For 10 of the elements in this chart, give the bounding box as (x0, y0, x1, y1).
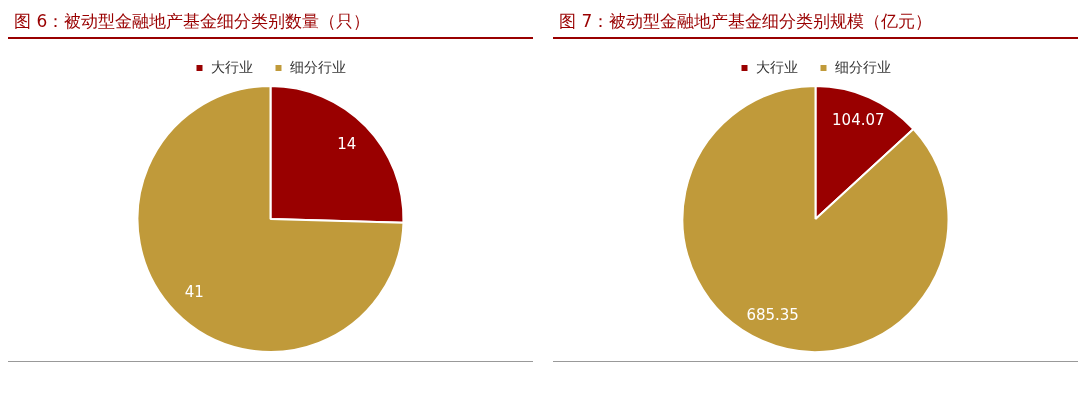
data-label: 104.07 (832, 111, 885, 130)
data-label: 14 (337, 134, 357, 153)
legend-label: 细分行业 (834, 58, 891, 75)
legend-label: 大行业 (755, 58, 798, 75)
chart-title: 图 7：被动型金融地产基金细分类别规模（亿元） (553, 8, 1078, 39)
legend-label: 细分行业 (289, 58, 346, 75)
legend-label: 大行业 (210, 58, 253, 75)
data-label: 41 (184, 283, 204, 302)
chart-title: 图 6：被动型金融地产基金细分类别数量（只） (8, 8, 533, 39)
data-label: 685.35 (746, 306, 799, 325)
